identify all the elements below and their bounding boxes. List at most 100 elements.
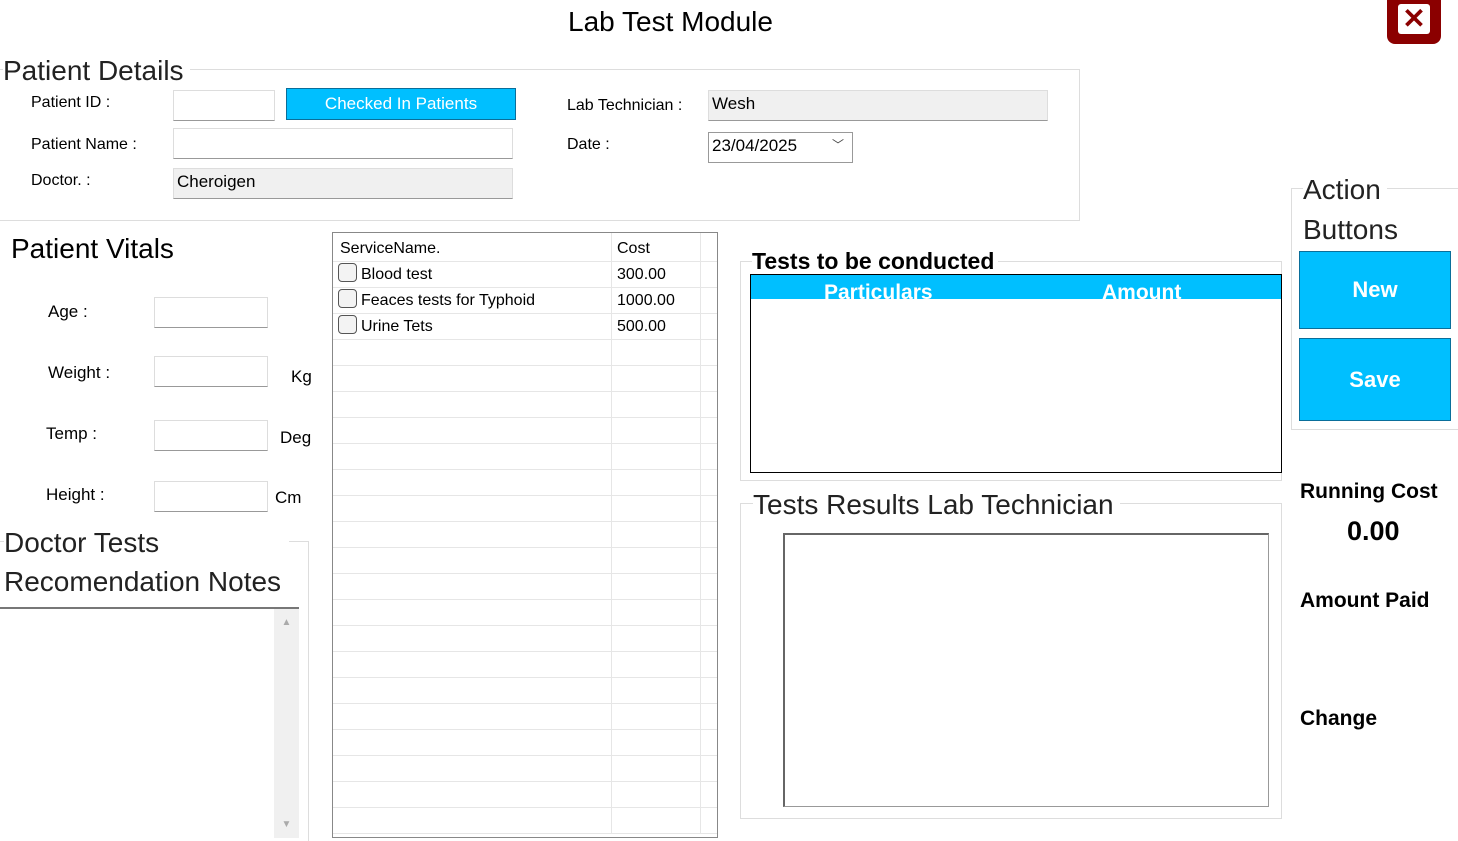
service-name-cell: Urine Tets [333, 314, 612, 340]
patient-name-input[interactable] [173, 128, 513, 159]
table-row[interactable] [333, 652, 717, 678]
notes-textarea[interactable]: ▲ ▼ [0, 607, 299, 838]
header-amount[interactable]: Amount [1102, 281, 1182, 299]
patient-details-title: Patient Details [3, 55, 190, 87]
date-picker[interactable]: 23/04/2025 ﹀ [708, 132, 853, 163]
scroll-up-icon[interactable]: ▲ [281, 617, 292, 628]
service-name-cell: Feaces tests for Typhoid [333, 288, 612, 314]
service-name-cell [333, 808, 612, 834]
actions-title-line2: Buttons [1303, 214, 1398, 246]
running-cost-label: Running Cost [1300, 480, 1438, 503]
grid-header: ServiceName. Cost [333, 233, 717, 262]
height-unit: Cm [275, 488, 302, 507]
patient-vitals-title: Patient Vitals [11, 233, 174, 264]
header-cost[interactable]: Cost [612, 233, 701, 262]
table-row[interactable] [333, 756, 717, 782]
cost-cell [612, 808, 701, 834]
tests-list-header: Particulars Amount [751, 275, 1281, 299]
table-row[interactable] [333, 730, 717, 756]
date-value: 23/04/2025 [712, 136, 798, 155]
cost-cell [612, 678, 701, 704]
scrollbar[interactable]: ▲ ▼ [274, 609, 299, 838]
header-particulars[interactable]: Particulars [824, 281, 933, 299]
table-row[interactable] [333, 574, 717, 600]
table-row[interactable]: Blood test 300.00 [333, 262, 717, 288]
cost-cell [612, 418, 701, 444]
service-name-cell [333, 652, 612, 678]
service-checkbox[interactable] [338, 263, 357, 283]
table-row[interactable] [333, 782, 717, 808]
table-row[interactable] [333, 808, 717, 834]
service-name-cell [333, 704, 612, 730]
table-row[interactable] [333, 418, 717, 444]
service-name-cell [333, 392, 612, 418]
checked-in-patients-button[interactable]: Checked In Patients [286, 88, 516, 120]
cost-cell [612, 496, 701, 522]
services-grid[interactable]: ServiceName. Cost Blood test 300.00 Feaces… [332, 232, 718, 838]
table-row[interactable] [333, 392, 717, 418]
notes-title-line2: Recomendation Notes [4, 566, 282, 598]
age-input[interactable] [154, 297, 268, 328]
cost-cell [612, 704, 701, 730]
doctor-field: Cheroigen [173, 168, 513, 199]
tests-list[interactable]: Particulars Amount [750, 274, 1282, 473]
cost-cell [612, 626, 701, 652]
temp-input[interactable] [154, 420, 268, 451]
lab-technician-field: Wesh [708, 90, 1048, 121]
table-row[interactable] [333, 470, 717, 496]
actions-title-line1: Action [1303, 174, 1387, 206]
results-title: Tests Results Lab Technician [753, 489, 1120, 521]
cost-cell: 300.00 [612, 262, 701, 288]
table-row[interactable] [333, 366, 717, 392]
service-name-cell [333, 548, 612, 574]
cost-cell: 500.00 [612, 314, 701, 340]
service-name-cell [333, 626, 612, 652]
cost-cell [612, 730, 701, 756]
close-button[interactable]: ✕ [1387, 0, 1441, 44]
service-name-cell [333, 730, 612, 756]
service-checkbox[interactable] [338, 315, 357, 335]
patient-id-label: Patient ID : [31, 94, 111, 111]
results-textarea[interactable] [783, 533, 1269, 807]
table-row[interactable]: Urine Tets 500.00 [333, 314, 717, 340]
cost-cell [612, 366, 701, 392]
table-row[interactable] [333, 704, 717, 730]
height-input[interactable] [154, 481, 268, 512]
table-row[interactable]: Feaces tests for Typhoid 1000.00 [333, 288, 717, 314]
lab-technician-label: Lab Technician : [567, 97, 683, 114]
cost-cell [612, 574, 701, 600]
table-row[interactable] [333, 522, 717, 548]
cost-cell: 1000.00 [612, 288, 701, 314]
patient-details-group [0, 69, 1080, 221]
service-name: Blood test [361, 266, 433, 283]
cost-cell [612, 756, 701, 782]
service-name-cell [333, 756, 612, 782]
temp-label: Temp : [46, 424, 98, 443]
new-button[interactable]: New [1299, 251, 1451, 329]
save-button[interactable]: Save [1299, 338, 1451, 421]
table-row[interactable] [333, 626, 717, 652]
service-name-cell [333, 418, 612, 444]
table-row[interactable] [333, 496, 717, 522]
service-name-cell: Blood test [333, 262, 612, 288]
chevron-down-icon[interactable]: ﹀ [831, 138, 844, 152]
amount-paid-label: Amount Paid [1300, 589, 1430, 612]
table-row[interactable] [333, 600, 717, 626]
scroll-down-icon[interactable]: ▼ [281, 819, 292, 830]
table-row[interactable] [333, 678, 717, 704]
tests-title: Tests to be conducted [752, 248, 999, 275]
weight-label: Weight : [48, 363, 111, 382]
table-row[interactable] [333, 340, 717, 366]
header-service-name[interactable]: ServiceName. [333, 233, 612, 262]
height-label: Height : [46, 485, 105, 504]
notes-title-line1: Doctor Tests [4, 527, 290, 559]
table-row[interactable] [333, 444, 717, 470]
doctor-label: Doctor. : [31, 172, 91, 189]
service-name-cell [333, 366, 612, 392]
cost-cell [612, 782, 701, 808]
patient-id-input[interactable] [173, 90, 275, 121]
cost-cell [612, 652, 701, 678]
table-row[interactable] [333, 548, 717, 574]
weight-input[interactable] [154, 356, 268, 387]
service-checkbox[interactable] [338, 289, 357, 309]
